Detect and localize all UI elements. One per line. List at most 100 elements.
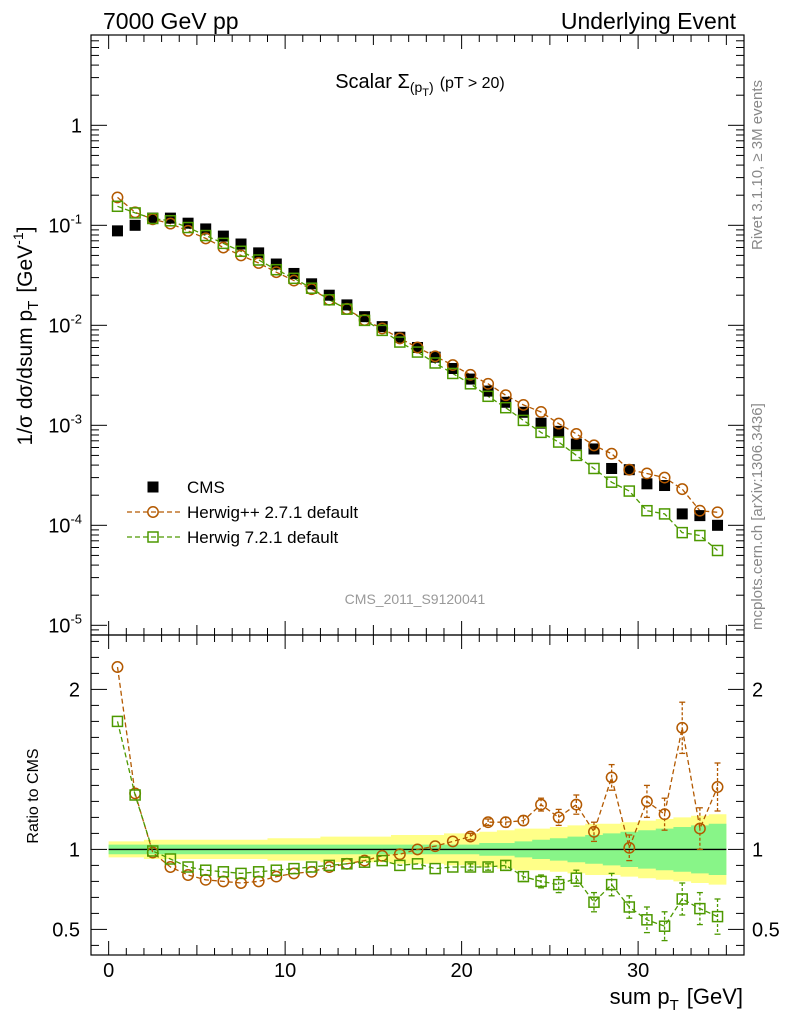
point-s0-26 [570, 438, 582, 450]
ratio-point-s1-20 [464, 861, 477, 873]
point-s2-1 [129, 207, 141, 219]
legend-label: Herwig++ 2.7.1 default [187, 503, 358, 522]
ratio-point-s1-17 [411, 858, 424, 870]
ratio-point-s1-2 [147, 845, 159, 857]
legend-marker [147, 531, 159, 543]
ratio-point-s1-7 [235, 867, 247, 880]
ratio-y-axis-label: Ratio to CMS [25, 748, 42, 843]
point-s2-28 [605, 476, 618, 488]
ratio-point-s1-13 [341, 858, 353, 870]
ratio-point-s1-25 [552, 878, 565, 891]
point-s1-31 [658, 471, 671, 484]
ratio-point-s1-23 [517, 870, 530, 883]
point-s1-32 [676, 483, 689, 496]
ratio-point-s0-19 [446, 835, 459, 848]
watermark: CMS_2011_S9120041 [345, 591, 486, 607]
ratio-point-s1-10 [288, 862, 300, 875]
legend-marker [147, 506, 159, 518]
main-plot: Scalar Σ(pT) (pT > 20) CMS_2011_S9120041 … [10, 34, 745, 637]
main-y-tick-labels: 1 10-1 10-2 10-3 10-4 10-5 [48, 115, 82, 637]
ratio-line-1 [116, 721, 718, 927]
point-s1-27 [588, 439, 600, 452]
ratio-point-s0-29 [623, 841, 636, 854]
ratio-point-s0-33 [693, 822, 706, 835]
ratio-point-s1-33 [694, 902, 706, 915]
ratio-point-s0-16 [393, 848, 406, 861]
point-s1-34 [711, 506, 724, 519]
point-s0-31 [659, 480, 671, 492]
rivet-label: Rivet 3.1.10, ≥ 3M events [749, 80, 766, 250]
ratio-point-s1-0 [111, 715, 124, 728]
point-s2-30 [641, 504, 653, 517]
point-s1-30 [640, 467, 653, 480]
y-tick-label: 10-2 [48, 311, 82, 337]
point-s2-22 [499, 401, 512, 414]
point-s1-23 [517, 398, 530, 411]
ratio-point-s0-28 [605, 771, 618, 784]
ratio-point-s1-4 [182, 861, 194, 873]
y-tick-label: 10-1 [48, 211, 82, 237]
ratio-point-s0-27 [588, 825, 600, 838]
main-axis-ticks [91, 34, 744, 636]
point-s2-26 [570, 449, 583, 462]
point-s2-12 [323, 294, 336, 306]
ratio-point-s1-8 [252, 866, 265, 878]
point-s1-18 [429, 350, 442, 363]
point-s0-18 [429, 351, 441, 363]
point-s2-19 [447, 367, 459, 380]
header-left: 7000 GeV pp [103, 8, 239, 34]
ratio-point-s0-25 [552, 811, 565, 824]
point-s0-0 [111, 225, 123, 237]
point-s2-20 [464, 378, 477, 390]
ratio-y-tick-label: 2 [69, 679, 80, 701]
point-s0-15 [376, 321, 388, 333]
ratio-point-s0-32 [676, 721, 689, 734]
ratio-y-tick-label-right: 1 [752, 839, 763, 861]
ratio-point-s1-3 [164, 853, 177, 865]
point-s0-1 [129, 219, 141, 231]
ratio-point-s1-9 [270, 864, 283, 876]
point-s2-27 [588, 462, 600, 475]
ratio-point-s1-18 [429, 862, 441, 875]
point-s2-21 [482, 390, 494, 403]
ratio-point-s0-31 [658, 808, 671, 821]
y-tick-label: 10-4 [48, 511, 82, 537]
ratio-point-s0-4 [182, 869, 195, 881]
ratio-plot: Ratio to CMS 2 2 1 1 0.5 0.5 0 10 20 30 sum pT [G… [25, 634, 780, 1014]
point-s2-34 [711, 544, 724, 557]
ratio-point-s1-16 [394, 859, 406, 872]
ratio-point-s0-3 [164, 861, 177, 873]
ratio-point-s0-21 [482, 816, 495, 829]
ratio-point-s0-9 [270, 870, 283, 883]
ratio-y-tick-label: 0.5 [52, 919, 80, 941]
point-s0-32 [676, 508, 688, 520]
point-s0-8 [253, 247, 265, 259]
header-right: Underlying Event [561, 8, 737, 34]
ratio-point-s1-6 [217, 866, 230, 878]
point-s2-17 [411, 346, 424, 358]
ratio-point-s1-22 [499, 859, 512, 872]
mcplots-label: mcplots.cern.ch [arXiv:1306.3436] [749, 403, 766, 630]
point-s2-24 [535, 426, 547, 439]
point-s2-6 [217, 237, 230, 250]
ratio-point-s0-23 [517, 814, 530, 827]
ratio-plot-content [108, 661, 727, 942]
point-s1-21 [482, 377, 495, 390]
point-s2-23 [517, 414, 530, 427]
point-s0-30 [641, 478, 653, 490]
ratio-y-tick-labels: 2 2 1 1 0.5 0.5 [52, 679, 780, 941]
point-s2-4 [182, 221, 194, 234]
point-s1-26 [570, 427, 583, 440]
point-s0-6 [217, 230, 229, 242]
ratio-point-s1-11 [305, 861, 318, 873]
point-s2-25 [552, 436, 565, 448]
ratio-point-s0-17 [411, 843, 424, 856]
point-s2-16 [394, 336, 406, 348]
point-s1-25 [552, 417, 565, 430]
point-s2-15 [376, 324, 388, 337]
ratio-point-s1-14 [358, 856, 371, 868]
legend: CMS Herwig++ 2.7.1 default Herwig 7.2.1 de… [127, 478, 358, 547]
ratio-point-s1-19 [447, 861, 459, 873]
point-s0-24 [535, 417, 547, 429]
ratio-point-s0-0 [111, 661, 124, 673]
